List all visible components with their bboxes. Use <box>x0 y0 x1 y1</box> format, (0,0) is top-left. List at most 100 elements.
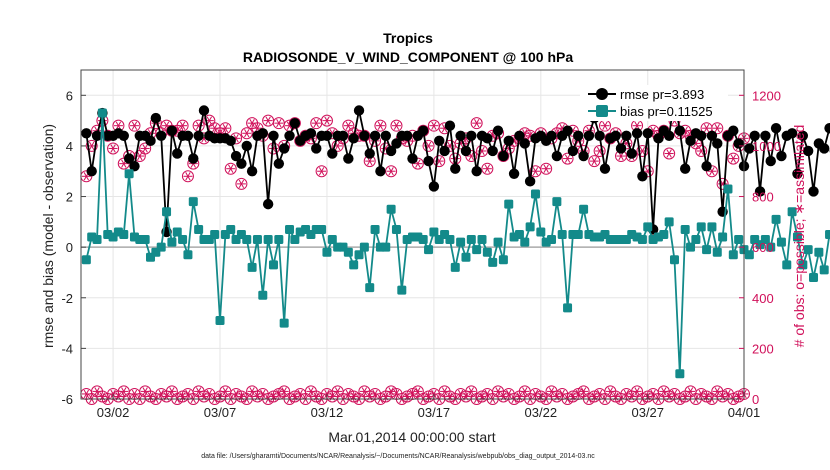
rmse-point <box>380 130 391 141</box>
rmse-point <box>744 143 755 154</box>
bias-point <box>536 227 546 237</box>
obs-possible-marker <box>139 142 152 155</box>
bias-point <box>798 260 808 270</box>
obs-low-assimilated-marker <box>413 387 423 396</box>
y-right-tick-label: 1000 <box>752 139 781 154</box>
rmse-point <box>599 163 611 174</box>
bias-point <box>782 260 792 270</box>
rmse-point <box>225 135 236 147</box>
rmse-point <box>802 145 814 157</box>
obs-low-assimilated-marker <box>279 387 289 396</box>
obs-assimilated-marker <box>386 167 396 176</box>
rmse-point <box>364 148 375 159</box>
obs-possible-marker <box>107 142 120 155</box>
obs-assimilated-marker <box>365 156 375 166</box>
obs-possible-marker <box>695 144 708 157</box>
bias-point <box>317 224 327 234</box>
rmse-point <box>385 145 397 157</box>
rmse-point <box>674 125 686 136</box>
bias-point <box>391 224 401 234</box>
obs-possible-marker <box>481 162 494 175</box>
obs-assimilated-stroke <box>265 116 271 125</box>
bias-point <box>579 204 589 214</box>
obs-assimilated-stroke <box>479 146 485 156</box>
rmse-point <box>401 130 413 141</box>
bias-point <box>702 245 712 255</box>
obs-assimilated-stroke <box>564 154 571 163</box>
rmse-point <box>786 128 798 139</box>
obs-assimilated-marker <box>129 121 139 130</box>
rmse-point <box>123 153 135 164</box>
obs-low-assimilated-stroke <box>495 387 501 396</box>
obs-low-assimilated-stroke <box>393 389 400 399</box>
bias-point <box>429 227 439 237</box>
bias-point <box>787 207 797 217</box>
rmse-point <box>257 128 268 139</box>
rmse-point <box>86 166 97 177</box>
obs-low-assimilated-stroke <box>522 387 528 396</box>
obs-low-assimilated-stroke <box>83 389 90 399</box>
bias-point <box>686 242 696 252</box>
bias-point <box>530 189 540 199</box>
bias-point <box>359 242 369 252</box>
x-tick-label: 03/17 <box>418 405 451 420</box>
bias-point <box>691 235 701 245</box>
rmse-point <box>824 123 830 134</box>
y-axis-right-label: # of obs: o=possible; ∗=assimilated <box>791 125 807 348</box>
obs-assimilated-stroke <box>254 124 261 133</box>
y-tick-label: -2 <box>61 291 73 306</box>
bias-point <box>354 250 364 260</box>
bias-point <box>92 235 102 245</box>
obs-low-assimilated-stroke <box>468 387 474 396</box>
obs-assimilated-stroke <box>249 118 255 128</box>
obs-low-assimilated-stroke <box>297 389 303 399</box>
obs-possible-marker <box>288 117 301 130</box>
bias-point <box>215 316 225 326</box>
rmse-point <box>583 130 595 141</box>
obs-low-assimilated-marker <box>520 387 530 396</box>
obs-assimilated-marker <box>375 121 385 130</box>
obs-possible-marker <box>711 122 724 135</box>
obs-assimilated-stroke <box>110 144 116 153</box>
obs-assimilated-marker <box>113 121 123 130</box>
obs-assimilated-marker <box>530 167 540 176</box>
legend: rmse pr=3.893 bias pr=0.11525 <box>580 85 728 121</box>
obs-low-assimilated-stroke <box>580 387 587 396</box>
rmse-point <box>615 143 627 154</box>
rmse-point <box>765 155 776 167</box>
obs-possible-marker <box>716 177 729 190</box>
bias-point <box>664 217 674 227</box>
obs-low-assimilated-stroke <box>131 389 138 399</box>
chart-subtitle: RADIOSONDE_V_WIND_COMPONENT @ 100 hPa <box>243 49 573 65</box>
bias-point <box>814 247 824 257</box>
obs-assimilated-stroke <box>666 149 672 158</box>
obs-possible-marker <box>470 117 483 130</box>
obs-low-possible-marker <box>347 390 360 403</box>
rmse-point <box>450 163 461 174</box>
y-right-tick-label: 600 <box>752 240 774 255</box>
obs-assimilated-stroke <box>195 121 202 130</box>
legend-bias-label: bias pr=0.11525 <box>620 104 713 119</box>
rmse-point <box>819 143 830 154</box>
rmse-point <box>188 153 199 164</box>
bias-point <box>734 235 744 245</box>
obs-low-assimilated-stroke <box>206 389 213 399</box>
obs-low-assimilated-stroke <box>548 387 555 396</box>
obs-assimilated-stroke <box>318 167 325 176</box>
rmse-point <box>369 130 381 141</box>
obs-assimilated-stroke <box>484 164 491 173</box>
rmse-point <box>460 145 472 157</box>
bias-point <box>776 237 786 247</box>
obs-low-assimilated-stroke <box>687 387 694 396</box>
rmse-point <box>492 125 504 136</box>
obs-possible-marker <box>224 162 237 175</box>
rmse-point <box>311 143 322 154</box>
rmse-point <box>482 133 493 144</box>
rmse-point <box>696 130 707 141</box>
rmse-point <box>471 166 482 177</box>
obs-assimilated-marker <box>472 118 482 128</box>
obs-low-assimilated-stroke <box>372 389 378 399</box>
obs-assimilated-stroke <box>532 167 539 176</box>
obs-low-assimilated-stroke <box>415 387 421 396</box>
bias-point <box>424 245 434 255</box>
